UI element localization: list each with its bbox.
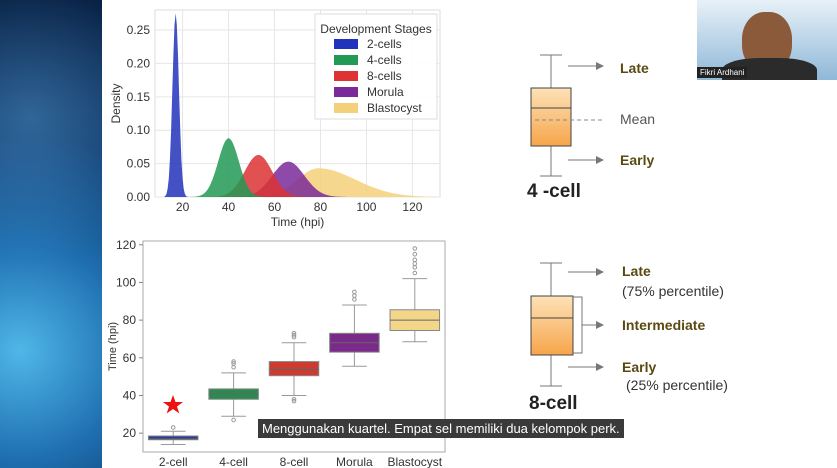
outlier-point <box>291 398 297 404</box>
y-tick-label: 0.05 <box>127 157 151 171</box>
outlier-point <box>412 270 418 276</box>
legend <box>314 13 438 120</box>
y-tick-label: 20 <box>123 426 137 440</box>
density-chart: 20 40 60 80 100 120 0.00 0.05 0.10 0.15 0.20 0.25 Ti… <box>109 9 441 229</box>
y-tick-label: 80 <box>123 313 137 327</box>
legend-swatch <box>334 103 358 113</box>
outlier-point <box>352 289 357 295</box>
x-tick-label: 2-cell <box>159 455 188 468</box>
label-intermediate: Intermediate <box>622 317 706 333</box>
label-late: Late <box>620 60 649 76</box>
x-tick-label: 60 <box>268 200 282 214</box>
density-4-cells <box>164 138 436 197</box>
x-tick-label: 40 <box>222 200 236 214</box>
outlier-point <box>231 417 236 423</box>
label-early-note: (25% percentile) <box>626 377 728 393</box>
label-mean: Mean <box>620 111 656 127</box>
label-late-note: (75% percentile) <box>622 283 724 299</box>
x-tick-label: Morula <box>336 455 373 468</box>
legend-label: Blastocyst <box>367 101 422 115</box>
box-2-cell <box>147 435 199 441</box>
label-late-8: Late <box>622 263 651 279</box>
x-tick-label: 120 <box>402 200 422 214</box>
x-tick-label: 80 <box>314 200 328 214</box>
x-axis-label: Time (hpi) <box>271 215 325 229</box>
x-tick-label: 100 <box>356 200 376 214</box>
y-tick-label: 0.25 <box>127 23 151 37</box>
legend-label: 8-cells <box>367 69 402 83</box>
boxplot-diagram-8cell <box>530 262 604 387</box>
y-tick-label: 100 <box>116 275 136 289</box>
boxplot-chart: 20 40 60 80 100 120 Time (hpi) 2-cell 4-cell 8-ce… <box>107 238 446 468</box>
outlier-point <box>412 246 418 251</box>
y-axis-label: Density <box>109 83 123 123</box>
density-morula <box>164 161 436 197</box>
legend-swatch <box>334 87 358 97</box>
x-tick-label: 4-cell <box>219 455 248 468</box>
outlier-point <box>291 332 297 338</box>
participant-video[interactable]: Fikri Ardhani <box>697 0 837 80</box>
x-tick-label: Blastocyst <box>387 455 442 468</box>
legend-swatch <box>334 39 358 49</box>
boxplot-diagram-4cell <box>530 54 605 177</box>
legend-swatch <box>334 55 358 65</box>
outlier-point <box>412 257 418 263</box>
legend-title: Development Stages <box>320 22 431 36</box>
y-tick-label: 0.10 <box>127 123 151 137</box>
title-4cell: 4 -cell <box>527 181 581 202</box>
participant-name: Fikri Ardhani <box>697 67 748 78</box>
video-subtitle: Menggunakan kuartel. Empat sel memiliki … <box>258 419 624 438</box>
x-tick-label: 20 <box>176 200 190 214</box>
legend-label: 2-cells <box>367 37 402 51</box>
y-tick-label: 0.20 <box>127 56 151 70</box>
outlier-point <box>291 331 297 336</box>
outlier-point <box>231 361 236 366</box>
y-tick-label: 0.00 <box>127 190 151 204</box>
x-tick-label: 8-cell <box>280 455 309 468</box>
outlier-point <box>412 251 418 257</box>
y-tick-label: 120 <box>116 238 136 252</box>
outlier-point <box>291 396 297 402</box>
outlier-point <box>170 425 176 430</box>
label-early: Early <box>620 152 655 168</box>
y-tick-label: 60 <box>123 351 137 365</box>
title-8cell: 8-cell <box>529 393 578 414</box>
label-early-8: Early <box>622 359 657 375</box>
y-tick-label: 0.15 <box>127 90 151 104</box>
y-axis-label: Time (hpi) <box>107 322 119 371</box>
outlier-point <box>231 359 236 364</box>
legend-label: 4-cells <box>367 53 402 67</box>
red-star-icon <box>163 395 183 414</box>
legend-label: Morula <box>367 85 404 99</box>
legend-swatch <box>334 71 358 81</box>
y-tick-label: 40 <box>123 388 137 402</box>
background-cell-image <box>0 0 102 468</box>
